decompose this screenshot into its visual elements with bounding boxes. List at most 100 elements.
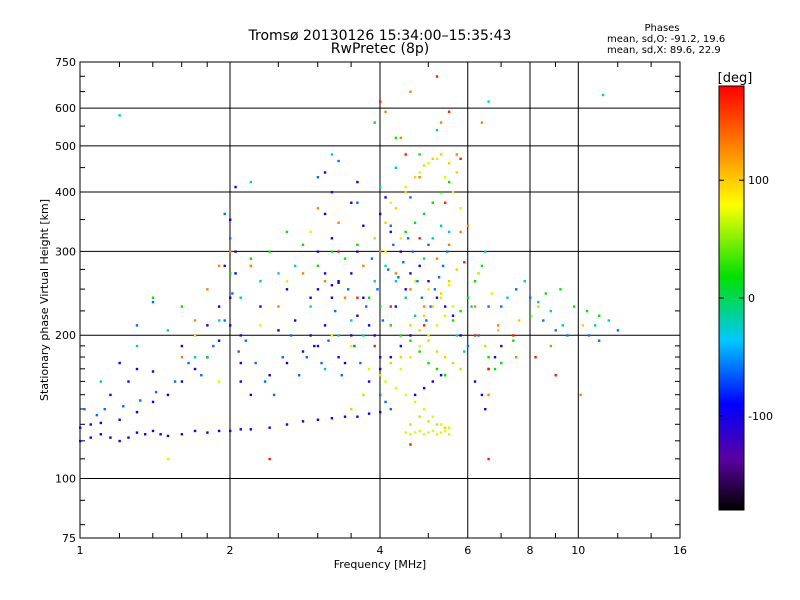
data-point	[593, 324, 597, 327]
y-tick-label: 75	[62, 532, 76, 545]
data-point	[409, 443, 412, 446]
data-point	[439, 190, 443, 194]
data-point	[337, 159, 340, 163]
data-point	[79, 439, 82, 443]
data-point	[418, 344, 421, 348]
data-point	[394, 386, 398, 390]
data-point	[536, 305, 540, 308]
data-point	[587, 334, 591, 337]
data-point	[616, 329, 620, 332]
data-point	[323, 272, 327, 275]
data-point	[561, 324, 564, 327]
data-point	[601, 93, 605, 97]
data-point	[427, 280, 430, 283]
data-point	[389, 324, 392, 327]
data-point	[334, 309, 337, 313]
data-point	[118, 439, 121, 443]
data-point	[439, 121, 443, 124]
data-point	[447, 433, 451, 436]
data-point	[515, 356, 518, 359]
data-point	[99, 433, 103, 436]
data-point	[597, 339, 601, 342]
data-point	[309, 305, 312, 308]
data-point	[180, 305, 184, 308]
data-point	[301, 350, 305, 353]
data-point	[451, 190, 455, 194]
data-point	[389, 407, 392, 411]
data-point	[356, 201, 359, 204]
data-point	[259, 305, 262, 308]
data-point	[445, 250, 449, 253]
data-point	[135, 431, 139, 434]
data-point	[425, 319, 428, 322]
data-point	[394, 207, 398, 210]
data-point	[435, 367, 439, 371]
data-point	[435, 75, 439, 78]
data-point	[439, 374, 443, 377]
data-point	[309, 230, 312, 234]
data-point	[536, 300, 540, 304]
data-point	[493, 367, 497, 371]
data-point	[330, 190, 334, 194]
data-point	[439, 431, 443, 434]
data-point	[431, 429, 434, 433]
data-point	[439, 296, 443, 299]
data-point	[356, 180, 359, 184]
data-point	[373, 121, 376, 124]
data-point	[559, 288, 562, 291]
data-point	[544, 292, 548, 295]
data-point	[422, 407, 426, 411]
data-point	[466, 224, 470, 227]
data-point	[229, 324, 232, 327]
data-point	[427, 243, 430, 247]
data-point	[272, 393, 276, 397]
x-axis-label: Frequency [MHz]	[334, 558, 426, 571]
data-point	[581, 324, 584, 327]
data-point	[572, 305, 576, 308]
x-tick-label: 10	[571, 544, 585, 557]
data-point	[418, 171, 421, 174]
data-point	[384, 400, 387, 404]
data-point	[389, 224, 392, 227]
data-point	[237, 350, 240, 353]
data-point	[427, 162, 430, 165]
data-point	[297, 374, 301, 377]
data-point	[127, 436, 130, 439]
data-point	[384, 196, 387, 199]
data-point	[459, 367, 462, 371]
data-point	[447, 243, 451, 247]
data-point	[466, 296, 470, 299]
data-point	[384, 264, 387, 268]
data-point	[455, 171, 459, 174]
data-point	[409, 423, 412, 426]
data-point	[239, 361, 242, 365]
data-point	[330, 296, 334, 299]
data-point	[470, 305, 473, 308]
data-point	[409, 356, 412, 359]
data-point	[422, 324, 426, 327]
data-point	[379, 356, 382, 359]
data-point	[249, 180, 253, 184]
data-point	[373, 237, 376, 240]
data-point	[439, 423, 443, 426]
x-tick-label: 4	[377, 544, 384, 557]
data-point	[413, 280, 417, 283]
data-point	[268, 374, 271, 377]
data-point	[337, 281, 340, 284]
data-point	[79, 426, 82, 429]
data-point	[234, 272, 237, 275]
data-point	[293, 319, 297, 322]
data-point	[447, 426, 451, 429]
data-point	[346, 288, 350, 291]
data-point	[418, 415, 421, 418]
data-point	[223, 264, 226, 268]
y-tick-label: 100	[55, 473, 76, 486]
data-point	[350, 272, 353, 275]
data-point	[239, 428, 242, 431]
data-point	[447, 180, 451, 184]
colorbar-tick-label: 100	[748, 174, 769, 187]
colorbar-tick-label: 0	[748, 292, 755, 305]
y-tick-label: 200	[55, 329, 76, 342]
data-point	[353, 344, 356, 348]
data-point	[517, 319, 521, 322]
